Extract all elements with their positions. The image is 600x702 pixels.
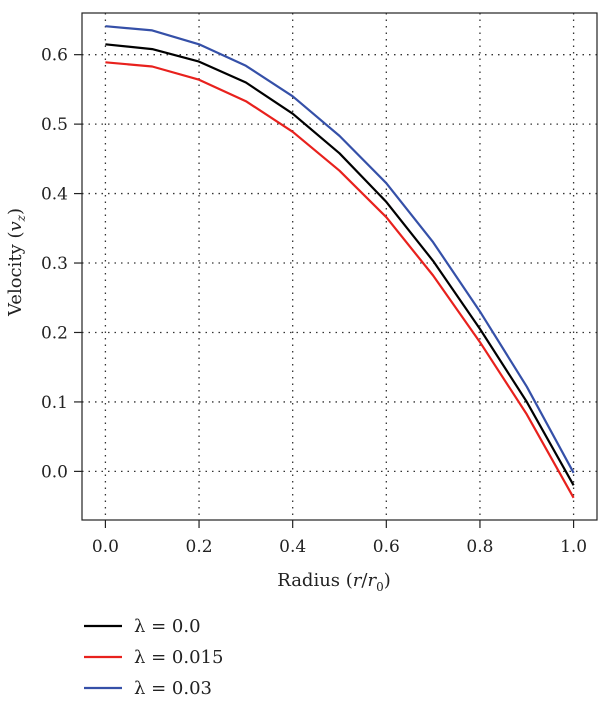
x-tick-label: 0.4	[279, 537, 306, 557]
x-tick-label: 0.6	[373, 537, 400, 557]
x-tick-label: 1.0	[560, 537, 587, 557]
y-tick-label: 0.6	[41, 46, 68, 66]
y-tick-label: 0.4	[41, 185, 68, 205]
series-line-2	[105, 25, 575, 474]
y-tick-label: 0.5	[41, 115, 68, 135]
y-tick-label: 0.2	[41, 323, 68, 343]
legend: λ = 0.0 λ = 0.015 λ = 0.03	[84, 616, 223, 699]
y-tick-label: 0.3	[41, 254, 68, 274]
x-tick-label: 0.2	[186, 537, 213, 557]
y-axis-label: Velocity (vz)	[5, 208, 28, 317]
x-axis-label: Radius (r/r0)	[277, 570, 391, 594]
legend-label-2: λ = 0.03	[134, 678, 212, 699]
legend-label-0: λ = 0.0	[134, 616, 201, 637]
series-line-0	[105, 43, 575, 486]
legend-label-1: λ = 0.015	[134, 647, 223, 668]
x-tick-label: 0.0	[92, 537, 119, 557]
grid	[82, 13, 597, 520]
series-line-1	[105, 61, 575, 499]
axis-ticks: 0.0 0.2 0.4 0.6 0.8 1.0 0.0 0.1 0.2 0.3 0.4 0.5 0.6	[41, 46, 587, 557]
x-tick-label: 0.8	[466, 537, 493, 557]
y-tick-label: 0.0	[41, 462, 68, 482]
plot-frame	[81, 12, 598, 521]
series-lines	[105, 25, 575, 499]
y-tick-label: 0.1	[41, 393, 68, 413]
